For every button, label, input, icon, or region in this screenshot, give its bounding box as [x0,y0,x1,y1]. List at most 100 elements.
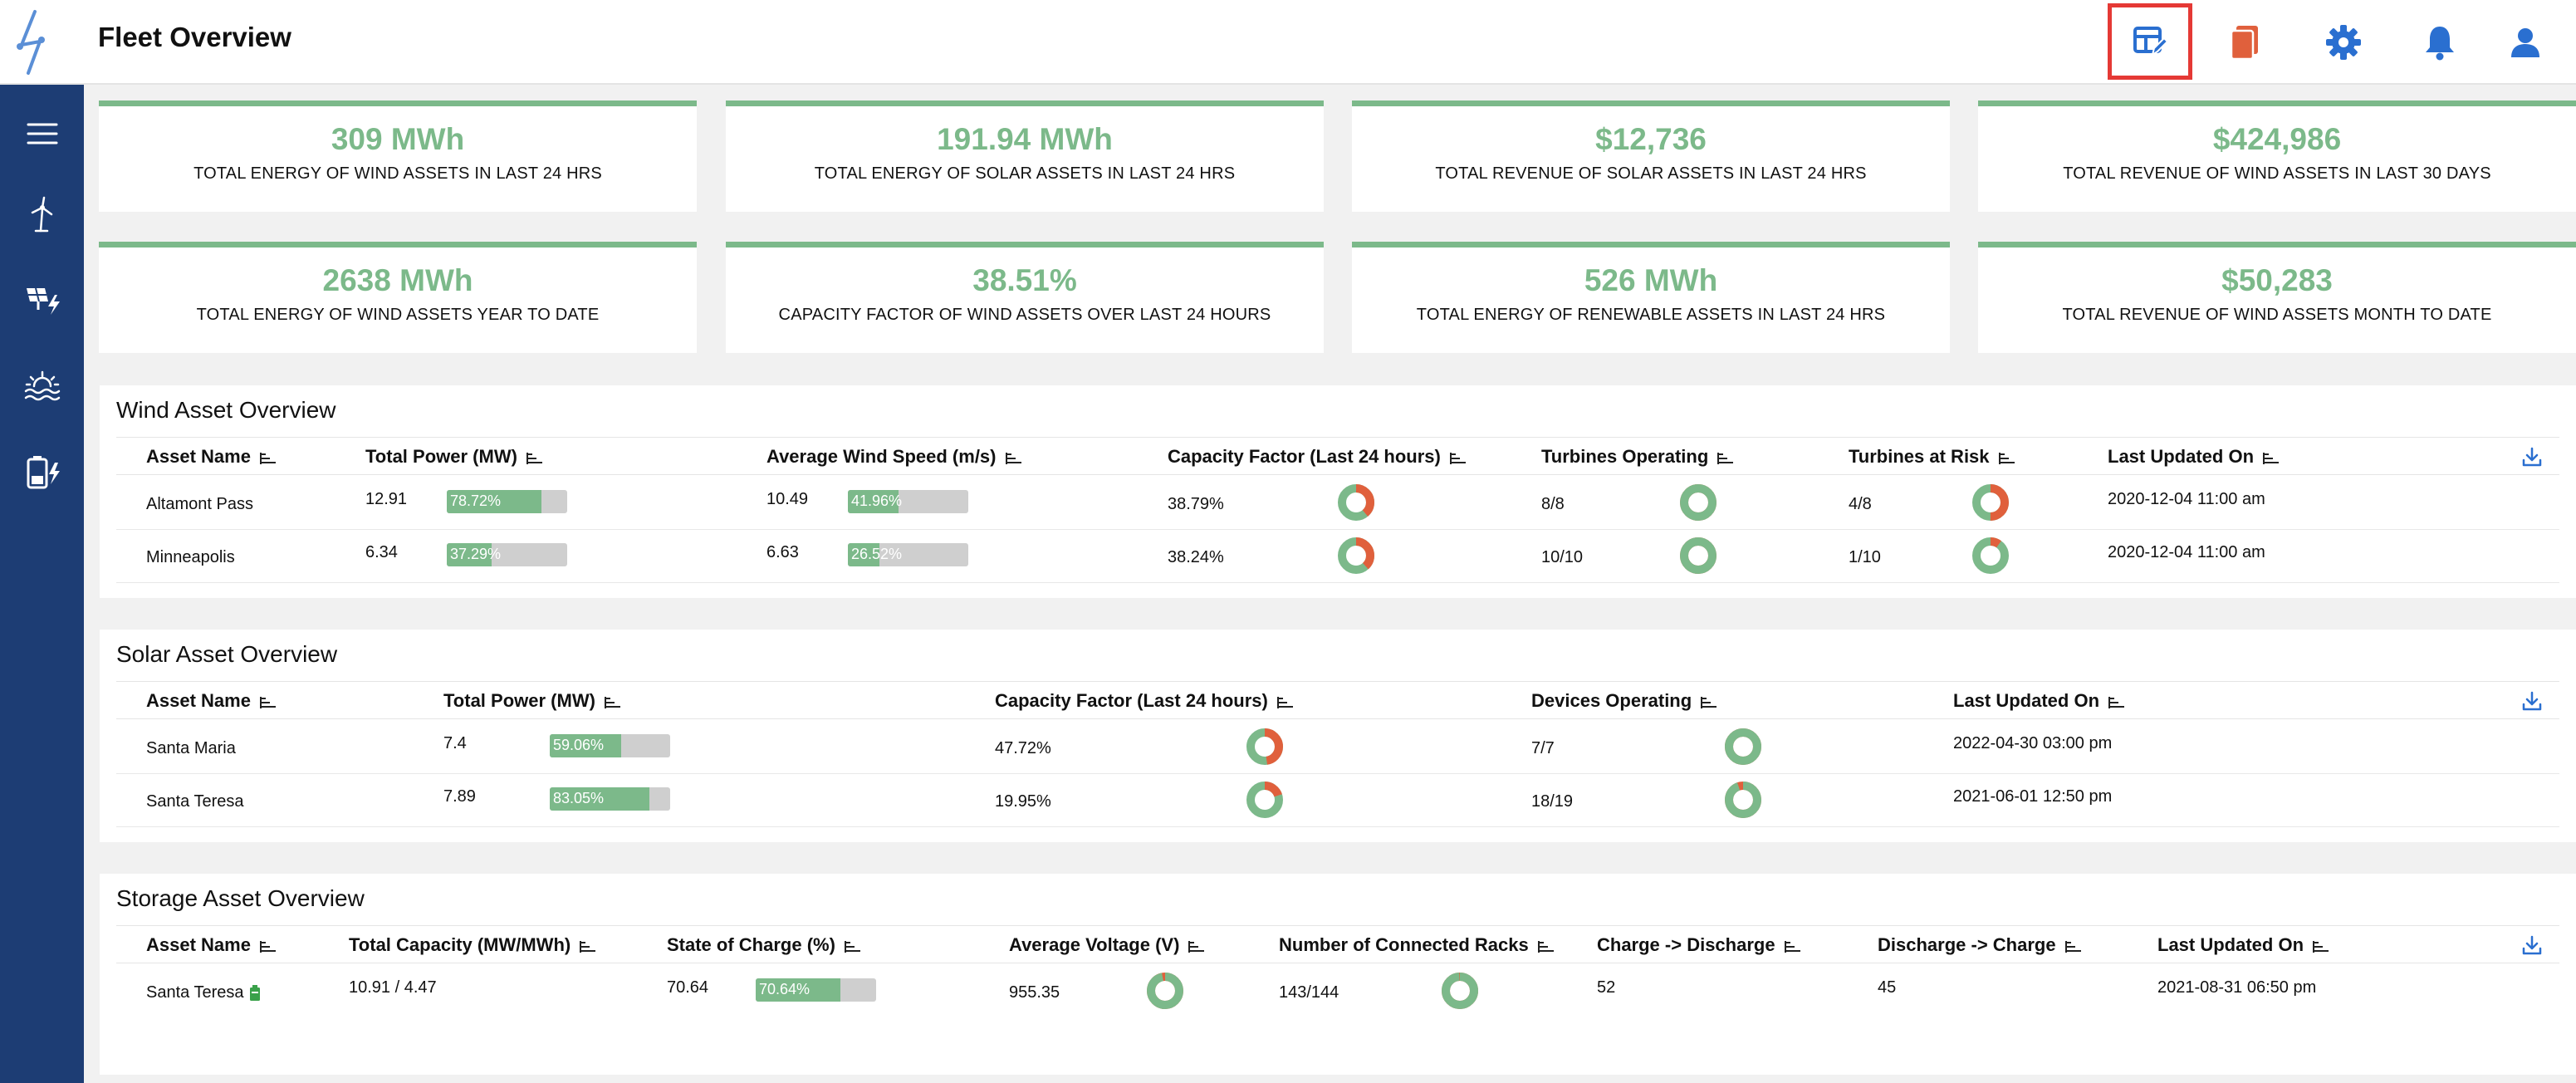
download-icon[interactable] [2521,934,2543,956]
kpi-value: $12,736 [1595,122,1707,156]
column-header[interactable]: Charge -> Discharge [1597,934,1802,956]
kpi-card: 309 MWh TOTAL ENERGY OF WIND ASSETS IN LA… [99,100,697,212]
column-header[interactable]: State of Charge (%) [667,934,862,956]
battery-charging-icon[interactable] [0,435,84,510]
last-updated-value: 2021-08-31 06:50 pm [2157,978,2317,997]
column-header[interactable]: Number of Connected Racks [1279,934,1555,956]
column-header[interactable]: Turbines at Risk [1849,446,2016,468]
bell-icon[interactable] [2414,17,2466,68]
menu-icon[interactable] [0,96,84,171]
sort-icon [2064,938,2083,953]
column-header[interactable]: Turbines Operating [1541,446,1735,468]
capacity-factor-donut [1338,484,1374,521]
average-voltage-value: 955.35 [1009,983,1060,1002]
sort-icon [259,693,277,708]
column-header[interactable]: Average Voltage (V) [1009,934,1206,956]
donut-arc [1972,484,2009,521]
sort-icon [2108,693,2126,708]
gear-icon[interactable] [2318,17,2369,68]
turbines-operating-value: 8/8 [1541,495,1565,513]
table-row: Minneapolis 6.34 37.29% 6.63 26.52% 38.2… [116,530,2559,583]
devices-operating-donut [1725,782,1761,818]
sort-icon [259,938,277,953]
sort-icon [1784,938,1802,953]
charge-to-discharge-value: 52 [1597,978,1616,997]
sort-icon [604,693,622,708]
table-header: Asset Name Total Capacity (MW/MWh) State… [116,925,2559,963]
reports-icon[interactable] [2219,17,2270,68]
donut-arc [1338,537,1374,574]
sort-icon [579,938,597,953]
table-row: Santa Teresa 10.91 / 4.47 70.64 70.64% 9… [116,965,2559,1018]
column-header[interactable]: Total Capacity (MW/MWh) [349,934,597,956]
devices-operating-donut [1725,728,1761,765]
capacity-factor-value: 19.95% [995,792,1051,811]
download-icon[interactable] [2521,690,2543,712]
capacity-factor-donut [1246,728,1283,765]
column-header[interactable]: Last Updated On [2108,446,2280,468]
donut-arc [1338,484,1374,521]
kpi-card: $50,283 TOTAL REVENUE OF WIND ASSETS MONT… [1978,242,2576,353]
column-header[interactable]: Devices Operating [1531,690,1718,712]
voltage-donut [1147,973,1183,1009]
sort-icon [526,449,544,464]
kpi-label: TOTAL ENERGY OF WIND ASSETS IN LAST 24 H… [193,164,602,183]
state-of-charge-bar: 70.64% [756,978,876,1002]
app-logo-icon[interactable] [0,0,66,85]
capacity-factor-value: 38.24% [1168,548,1224,566]
column-header[interactable]: Asset Name [146,446,277,468]
kpi-card: 2638 MWh TOTAL ENERGY OF WIND ASSETS YEAR… [99,242,697,353]
wind-turbine-icon[interactable] [0,176,84,251]
solar-panel-icon[interactable] [0,262,84,337]
total-power-value: 12.91 [365,490,408,508]
sort-icon [2262,449,2280,464]
kpi-card: 526 MWh TOTAL ENERGY OF RENEWABLE ASSETS … [1352,242,1950,353]
turbines-operating-value: 10/10 [1541,548,1584,566]
column-header[interactable]: Discharge -> Charge [1878,934,2083,956]
user-icon[interactable] [2500,17,2551,68]
kpi-value: 2638 MWh [322,263,473,297]
column-header[interactable]: Asset Name [146,690,277,712]
kpi-label: TOTAL ENERGY OF WIND ASSETS YEAR TO DATE [196,306,600,324]
column-header[interactable]: Average Wind Speed (m/s) [766,446,1023,468]
column-header[interactable]: Total Power (MW) [365,446,544,468]
download-icon[interactable] [2521,446,2543,468]
sort-icon [1537,938,1555,953]
kpi-value: 526 MWh [1584,263,1718,297]
donut-arc [1147,973,1183,1009]
panel-title: Wind Asset Overview [116,397,336,423]
column-header[interactable]: Last Updated On [1953,690,2126,712]
column-header[interactable]: Asset Name [146,934,277,956]
turbines-risk-value: 4/8 [1849,495,1872,513]
kpi-label: TOTAL ENERGY OF RENEWABLE ASSETS IN LAST… [1416,306,1886,324]
turbines-risk-donut [1972,484,2009,521]
connected-racks-donut [1442,973,1478,1009]
sort-icon [1998,449,2016,464]
sidebar [0,85,84,1083]
panel-title: Solar Asset Overview [116,641,338,667]
turbines-risk-value: 1/10 [1849,548,1881,566]
column-header[interactable]: Total Power (MW) [443,690,622,712]
donut-arc [1246,728,1283,765]
wind-speed-progress-bar: 41.96% [848,490,968,513]
panel-title: Storage Asset Overview [116,885,365,911]
asset-name: Santa Maria [146,739,236,757]
capacity-factor-donut [1246,782,1283,818]
solar-asset-panel: Solar Asset Overview Asset Name Total Po… [100,630,2576,842]
sun-water-icon[interactable] [0,349,84,424]
column-header[interactable]: Last Updated On [2157,934,2330,956]
donut-arc [1442,973,1478,1009]
donut-arc [1680,537,1717,574]
sort-icon [259,449,277,464]
dashboard-edit-icon[interactable] [2108,3,2192,80]
power-progress-bar: 59.06% [550,734,670,757]
sort-icon [2312,938,2330,953]
last-updated-value: 2022-04-30 03:00 pm [1953,734,2113,752]
power-progress-bar: 78.72% [447,490,567,513]
turbines-operating-donut [1680,537,1717,574]
capacity-factor-value: 47.72% [995,739,1051,757]
column-header[interactable]: Capacity Factor (Last 24 hours) [995,690,1295,712]
kpi-card: 191.94 MWh TOTAL ENERGY OF SOLAR ASSETS I… [726,100,1324,212]
sort-icon [1188,938,1206,953]
column-header[interactable]: Capacity Factor (Last 24 hours) [1168,446,1467,468]
